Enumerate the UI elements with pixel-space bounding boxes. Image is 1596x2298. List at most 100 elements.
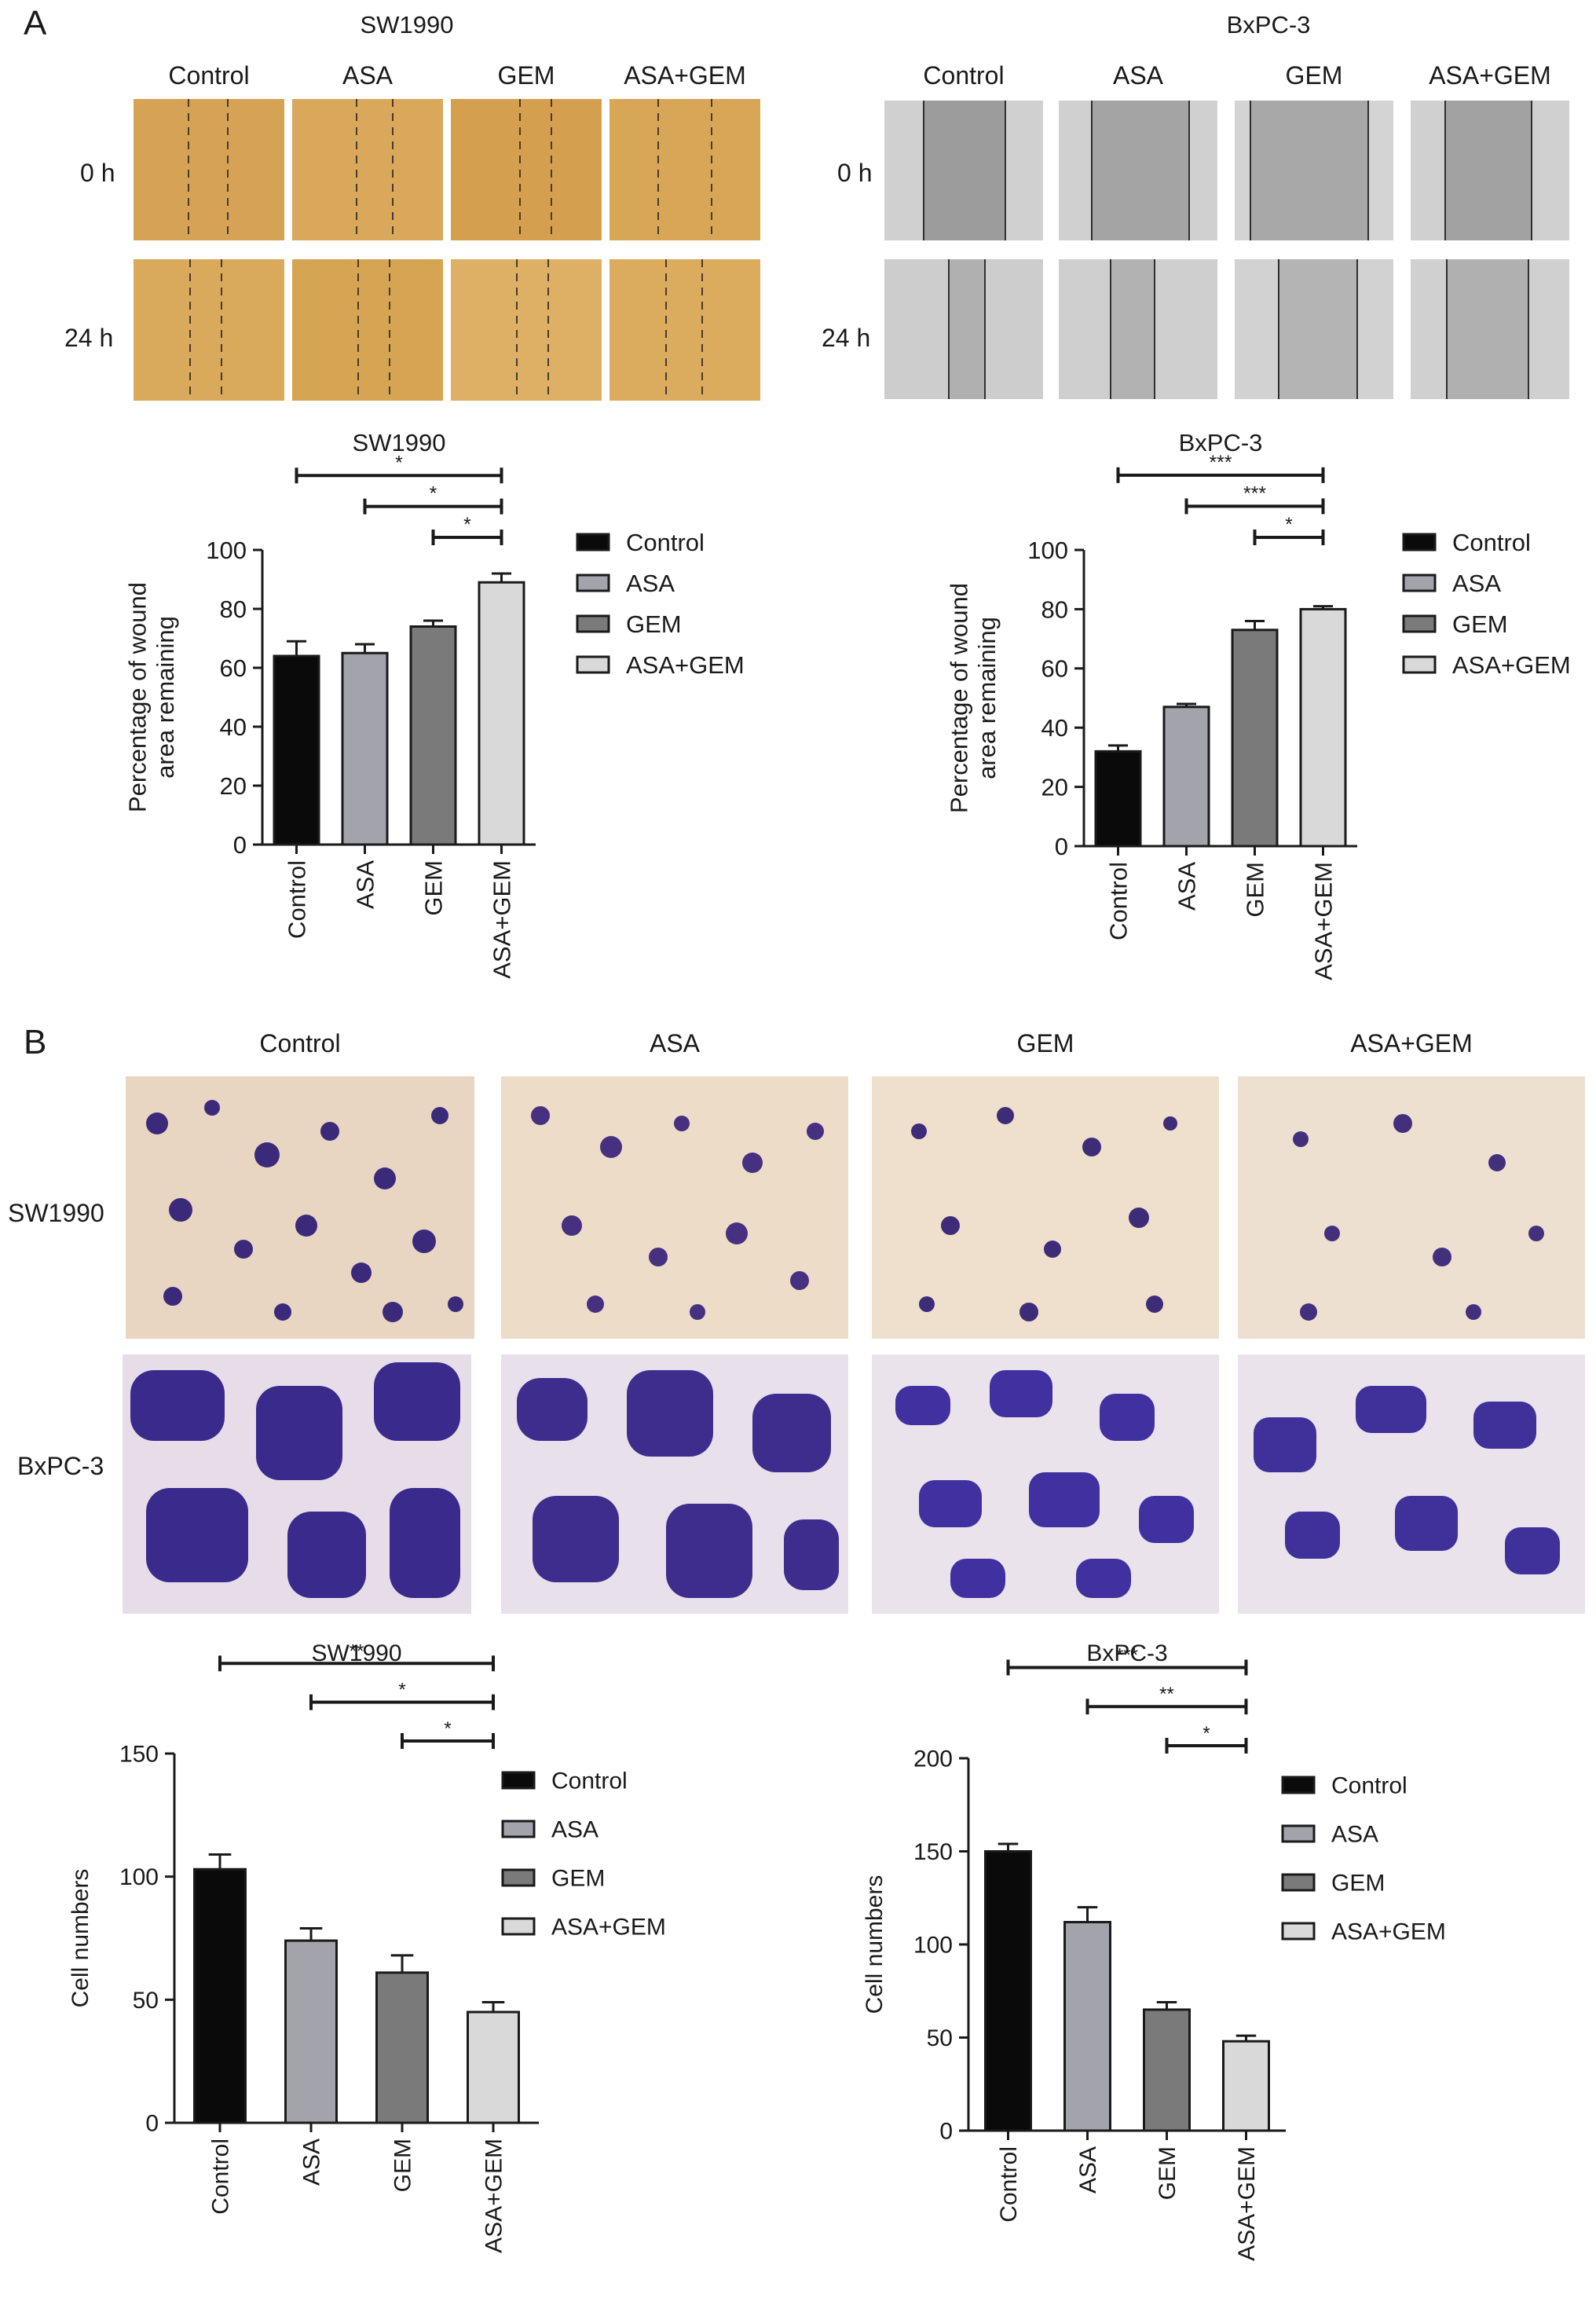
y-axis-label: area remaining (973, 617, 1001, 779)
legend-label: ASA+GEM (1452, 651, 1571, 679)
legend-swatch (576, 574, 610, 592)
y-tick-label: 100 (206, 537, 247, 564)
bar (478, 581, 525, 846)
legend-label: GEM (1452, 610, 1508, 638)
legend-label: ASA (1331, 1822, 1378, 1848)
col-label-gem: GEM (497, 61, 555, 90)
x-tick-label: Control (996, 2146, 1022, 2223)
wound-image-grey (1059, 259, 1217, 399)
col-label-control: Control (923, 61, 1005, 90)
y-tick-label: 80 (1041, 596, 1068, 623)
wound-image-orange (134, 259, 284, 401)
significance-label: *** (1116, 1644, 1138, 1666)
bar (341, 651, 389, 846)
legend-swatch (576, 614, 610, 633)
col-label-gem: GEM (1016, 1029, 1074, 1057)
wound-chart-bxpc3: BxPC-3 0 20 40 60 80 100 Percentage of wound are… (945, 429, 1571, 980)
y-tick-label: 0 (939, 2119, 953, 2145)
legend-label: ASA+GEM (551, 1915, 666, 1941)
y-axis-label: Percentage of wound (123, 582, 151, 812)
y-tick-label: 40 (220, 713, 247, 741)
bar (1063, 1921, 1111, 2132)
legend-swatch (501, 1820, 536, 1838)
col-label-control: Control (259, 1029, 341, 1057)
legend-swatch (1281, 1824, 1316, 1843)
significance-label: ** (1159, 1684, 1174, 1705)
y-tick-label: 0 (233, 831, 247, 859)
legend-swatch (576, 655, 610, 674)
x-tick-label: ASA+GEM (1309, 862, 1337, 980)
y-tick-label: 150 (119, 1742, 159, 1768)
wound-image-orange (451, 99, 602, 240)
chart-title: BxPC-3 (1086, 1640, 1167, 1666)
x-tick-label: Control (283, 860, 310, 939)
col-label-asa-gem: ASA+GEM (624, 61, 746, 90)
significance-label: * (430, 484, 437, 505)
bar (273, 654, 320, 846)
transwell-image (501, 1076, 848, 1339)
wound-image-orange (292, 99, 443, 240)
y-tick-label: 80 (220, 596, 247, 623)
x-tick-label: ASA (1173, 862, 1200, 911)
wound-image-grey (884, 259, 1043, 399)
legend-swatch (576, 533, 610, 552)
significance-label: * (398, 1680, 405, 1701)
wound-image-grey (884, 101, 1043, 240)
x-tick-label: GEM (390, 2139, 416, 2192)
y-tick-label: 0 (1055, 833, 1068, 860)
cell-count-chart-bxpc3: BxPC-3 0 50 100 150 200 Cell numbers Control ASA… (862, 1640, 1446, 2261)
row-label-0h: 0 h (80, 159, 115, 187)
wound-image-grey (1411, 259, 1569, 399)
y-tick-label: 150 (913, 1839, 953, 1865)
row-label-bxpc3: BxPC-3 (17, 1452, 104, 1480)
x-tick-label: GEM (1241, 862, 1268, 918)
chart-title: BxPC-3 (1179, 429, 1263, 456)
x-tick-label: GEM (1155, 2146, 1181, 2200)
legend-label: Control (1452, 529, 1531, 556)
y-axis-label: Cell numbers (862, 1875, 888, 2014)
wound-image-orange (609, 259, 760, 401)
y-tick-label: 200 (913, 1746, 953, 1772)
legend-label: GEM (1331, 1871, 1385, 1897)
col-label-asa-gem: ASA+GEM (1429, 61, 1551, 90)
row-label-sw1990: SW1990 (8, 1199, 104, 1227)
legend-swatch (1402, 574, 1437, 592)
bar (409, 625, 457, 846)
significance-label: *** (1210, 453, 1232, 474)
y-tick-label: 100 (119, 1864, 159, 1890)
legend-swatch (1402, 533, 1437, 552)
transwell-image (1238, 1076, 1585, 1339)
legend-label: ASA+GEM (626, 651, 745, 679)
x-tick-label: ASA+GEM (1234, 2146, 1260, 2261)
y-axis-label: area remaining (152, 616, 179, 779)
transwell-image (501, 1354, 848, 1614)
wound-image-grey (1235, 259, 1393, 399)
row-label-0h: 0 h (837, 159, 873, 187)
legend-swatch (1402, 614, 1437, 633)
transwell-image (123, 1354, 471, 1614)
legend-label: Control (1331, 1773, 1407, 1799)
col-label-asa: ASA (1112, 61, 1164, 90)
row-label-24h: 24 h (64, 324, 114, 352)
y-tick-label: 50 (133, 1988, 159, 2014)
legend-swatch (1281, 1922, 1316, 1941)
legend-swatch (1281, 1873, 1316, 1892)
col-label-gem: GEM (1285, 61, 1343, 90)
row-label-24h: 24 h (822, 324, 871, 352)
legend-label: GEM (551, 1866, 605, 1892)
bar (1299, 607, 1347, 848)
y-tick-label: 50 (927, 2025, 953, 2051)
y-tick-label: 0 (145, 2111, 159, 2137)
bar (1231, 629, 1279, 848)
col-label-asa: ASA (342, 61, 394, 90)
y-tick-label: 100 (913, 1933, 953, 1959)
legend-label: GEM (626, 610, 682, 638)
significance-label: * (463, 515, 471, 536)
x-tick-label: GEM (419, 860, 447, 916)
wound-image-grey (1059, 101, 1217, 240)
panel-a-letter: A (24, 4, 47, 42)
bar (284, 1939, 338, 2124)
col-label-asa-gem: ASA+GEM (1350, 1029, 1473, 1057)
x-tick-label: ASA (351, 860, 379, 909)
